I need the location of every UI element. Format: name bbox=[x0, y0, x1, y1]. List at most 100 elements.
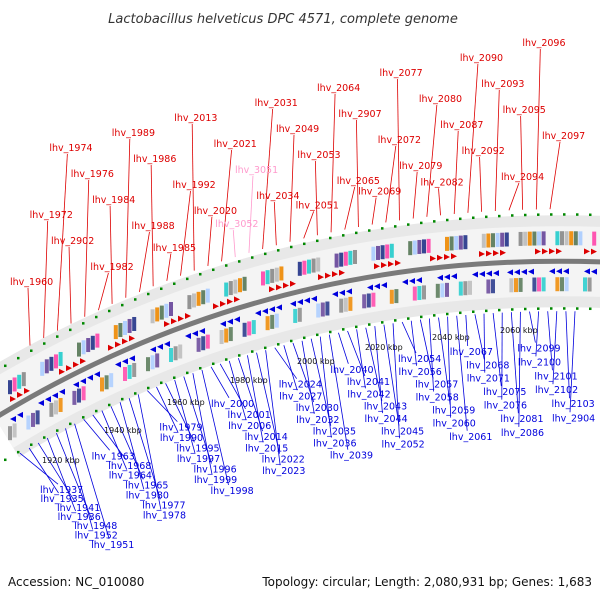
reverse-arrow bbox=[346, 288, 352, 295]
reverse-arrow bbox=[493, 270, 499, 277]
feature-block bbox=[320, 302, 325, 317]
tick-label: 1960 kbp bbox=[167, 398, 205, 407]
feature-block bbox=[123, 320, 127, 335]
reverse-arrow bbox=[339, 289, 345, 296]
reverse-arrow bbox=[122, 358, 128, 365]
ruler-dot bbox=[407, 317, 410, 320]
gene-leader-line bbox=[248, 175, 254, 253]
feature-block bbox=[95, 333, 100, 348]
tick-label: 2060 kbp bbox=[500, 326, 538, 335]
gene-label: lhv_2015 bbox=[245, 443, 288, 454]
ruler-dot bbox=[355, 325, 358, 329]
ruler-dot bbox=[251, 350, 254, 353]
ruler-dot bbox=[563, 307, 566, 310]
gene-label: lhv_1985 bbox=[153, 243, 196, 254]
gene-label: lhv_1978 bbox=[143, 510, 186, 521]
gene-label: lhv_2082 bbox=[421, 177, 464, 188]
feature-block bbox=[31, 412, 35, 427]
reverse-arrow bbox=[115, 361, 121, 368]
feature-block bbox=[412, 286, 417, 301]
reverse-arrow bbox=[157, 343, 163, 350]
feature-block bbox=[537, 231, 541, 246]
gene-label: lhv_2014 bbox=[245, 432, 288, 443]
gene-label: lhv_3052 bbox=[215, 219, 258, 230]
ruler-dot bbox=[407, 223, 410, 226]
reverse-arrow bbox=[220, 320, 226, 327]
feature-block bbox=[389, 243, 394, 258]
reverse-arrow bbox=[521, 268, 527, 275]
gene-leader-line bbox=[438, 317, 451, 405]
feature-block bbox=[302, 260, 307, 275]
ruler-dot bbox=[147, 292, 150, 296]
gene-label: lhv_2067 bbox=[450, 347, 493, 358]
reverse-arrow bbox=[87, 374, 93, 381]
gene-leader-line bbox=[569, 311, 576, 413]
ruler-dot bbox=[264, 346, 267, 350]
reverse-arrow bbox=[304, 297, 310, 304]
gene-leader-line bbox=[283, 345, 298, 391]
gene-leader-line bbox=[356, 119, 359, 227]
gene-label: lhv_2030 bbox=[296, 403, 339, 414]
gene-label: lhv_2081 bbox=[500, 414, 543, 425]
reverse-arrow bbox=[444, 273, 450, 280]
forward-arrow bbox=[164, 320, 170, 327]
feature-block bbox=[109, 373, 114, 388]
feature-block bbox=[343, 251, 348, 266]
feature-block bbox=[389, 289, 394, 304]
gene-leader-line bbox=[46, 437, 76, 512]
ruler-dot bbox=[485, 309, 488, 313]
feature-block bbox=[150, 355, 155, 370]
feature-block bbox=[113, 325, 118, 340]
reverse-arrow bbox=[150, 346, 156, 353]
ruler-dot bbox=[199, 272, 202, 276]
feature-block bbox=[178, 344, 183, 359]
feature-block bbox=[146, 357, 150, 372]
feature-block bbox=[486, 233, 491, 248]
ruler-dot bbox=[199, 366, 202, 370]
feature-block bbox=[54, 354, 58, 369]
feature-block bbox=[155, 307, 160, 322]
feature-block bbox=[270, 314, 275, 329]
forward-arrow bbox=[276, 284, 282, 291]
ruler-dot bbox=[69, 328, 72, 332]
feature-block bbox=[394, 289, 399, 304]
feature-block bbox=[238, 278, 242, 293]
gene-label: lhv_2077 bbox=[379, 68, 422, 79]
gene-leader-line bbox=[262, 108, 274, 250]
gene-leader-line bbox=[474, 314, 485, 360]
gene-leader-line bbox=[27, 287, 31, 346]
tick-label: 1940 kbp bbox=[104, 426, 142, 435]
forward-arrow bbox=[178, 315, 184, 322]
ruler-dot bbox=[446, 312, 449, 316]
gene-label: lhv_1968 bbox=[108, 461, 151, 472]
reverse-arrow bbox=[514, 269, 520, 276]
feature-block bbox=[491, 279, 495, 294]
reverse-arrow bbox=[297, 299, 303, 306]
reverse-arrow bbox=[73, 381, 79, 388]
feature-block bbox=[169, 302, 173, 317]
gene-leader-line bbox=[210, 366, 230, 399]
gene-leader-line bbox=[397, 78, 400, 221]
feature-block bbox=[164, 303, 169, 318]
gene-label: lhv_1951 bbox=[91, 540, 134, 551]
forward-arrow bbox=[325, 272, 331, 279]
gene-leader-line bbox=[535, 311, 540, 357]
gene-label: lhv_2069 bbox=[358, 187, 401, 198]
forward-arrow bbox=[486, 250, 492, 257]
reverse-arrow bbox=[549, 268, 555, 275]
feature-block bbox=[518, 231, 523, 246]
gene-label: lhv_2100 bbox=[518, 357, 561, 368]
forward-arrow bbox=[73, 361, 79, 368]
reverse-arrow bbox=[290, 300, 296, 307]
tick-label: 2000 kbp bbox=[297, 357, 335, 366]
feature-block bbox=[555, 277, 560, 292]
feature-block bbox=[353, 249, 357, 264]
feature-block bbox=[311, 258, 316, 273]
gene-label: lhv_2043 bbox=[364, 402, 407, 413]
feature-block bbox=[316, 257, 321, 272]
gene-leader-line bbox=[518, 311, 521, 427]
gene-label: lhv_2051 bbox=[296, 200, 339, 211]
ruler-dot bbox=[290, 339, 293, 343]
reverse-arrow bbox=[17, 411, 23, 418]
